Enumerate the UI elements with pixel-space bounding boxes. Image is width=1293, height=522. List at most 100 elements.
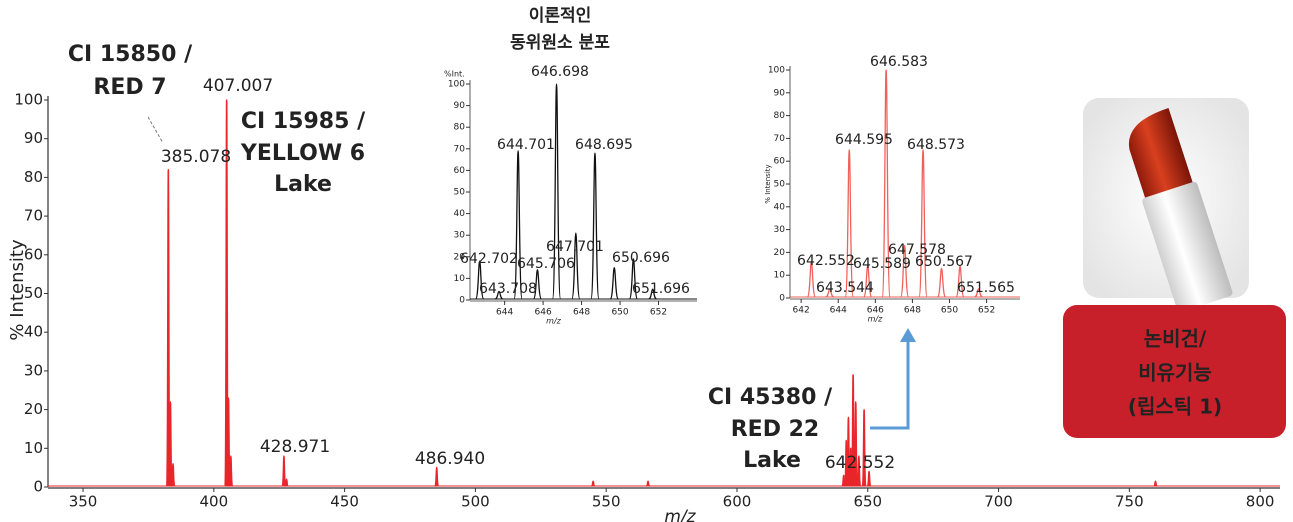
y-tick-label: 20 — [774, 248, 786, 258]
x-tick-label: 750 — [1115, 493, 1144, 511]
x-tick-label: 644 — [496, 308, 513, 318]
peak — [571, 232, 581, 300]
y-tick-label: 60 — [24, 245, 43, 263]
y-tick-label: 40 — [24, 323, 43, 341]
x-tick-label: 500 — [461, 493, 490, 511]
peak — [590, 152, 600, 300]
y-tick-label: 30 — [24, 361, 43, 379]
x-tick-label: 650 — [853, 493, 882, 511]
x-tick-label: 652 — [650, 308, 667, 318]
peak — [434, 466, 440, 487]
x-tick-label: 642 — [793, 306, 810, 316]
peak — [899, 244, 910, 298]
peak-label: 642.552 — [825, 453, 895, 473]
compound-label: Lake — [743, 448, 801, 473]
x-tick-label: 550 — [592, 493, 621, 511]
peak-label: 651.565 — [957, 280, 1015, 296]
leader-line — [147, 116, 164, 144]
badge-text: 비유기능 — [1138, 361, 1212, 385]
peak-label: 407.007 — [203, 76, 273, 96]
y-tick-label: 80 — [24, 168, 43, 186]
peak-label: 648.573 — [907, 137, 965, 153]
y-tick-label: 50 — [774, 180, 786, 190]
x-tick-label: 650 — [611, 308, 628, 318]
y-tick-label: 100 — [448, 80, 465, 90]
badge-text: (립스틱 1) — [1128, 395, 1222, 419]
x-tick-label: 652 — [978, 306, 995, 316]
y-tick-label: 90 — [774, 88, 786, 98]
y-tick-label: 80 — [774, 111, 786, 121]
peak — [226, 397, 231, 487]
x-tick-label: 648 — [904, 306, 921, 316]
peak — [863, 265, 873, 298]
peak-label: 644.595 — [835, 132, 893, 148]
peak — [646, 480, 651, 487]
peak — [551, 83, 562, 300]
peak — [974, 288, 983, 298]
y-tick-label: 50 — [24, 284, 43, 302]
y-tick-label: 40 — [454, 209, 466, 219]
y-tick-label: 10 — [24, 439, 43, 457]
peak — [846, 416, 851, 487]
peak — [224, 99, 229, 487]
compound-label: CI 15850 / — [68, 42, 193, 67]
x-tick-label: 648 — [573, 308, 590, 318]
compound-label: YELLOW 6 — [240, 141, 365, 166]
peak-label: 642.552 — [797, 253, 855, 269]
y-tick-label: 70 — [24, 207, 43, 225]
peak — [856, 455, 862, 487]
y-tick-label: 20 — [24, 400, 43, 418]
peak — [866, 470, 872, 487]
y-tick-label: 40 — [774, 202, 786, 212]
y-tick-label: 50 — [454, 188, 466, 198]
x-tick-label: 600 — [723, 493, 752, 511]
x-tick-label: 646 — [867, 306, 884, 316]
peak-label: 428.971 — [260, 437, 330, 457]
x-tick-label: 700 — [984, 493, 1013, 511]
peak — [861, 408, 867, 487]
y-tick-label: 0 — [779, 294, 785, 304]
y-axis-label: %Int. — [444, 70, 465, 79]
x-axis-label: m/z — [868, 315, 883, 324]
lipstick-photo — [1083, 98, 1249, 312]
y-tick-label: 30 — [774, 225, 786, 235]
peak — [165, 168, 171, 487]
compound-label: RED 7 — [93, 75, 166, 100]
peak — [853, 401, 859, 487]
y-tick-label: 90 — [24, 129, 43, 147]
peak — [1153, 480, 1158, 487]
inset-title: 동위원소 분포 — [510, 33, 610, 53]
peak-label: 650.696 — [612, 250, 670, 266]
peak — [228, 455, 234, 487]
peak — [628, 258, 639, 300]
peak — [494, 290, 504, 300]
y-tick-label: 80 — [454, 123, 466, 133]
y-tick-label: 60 — [454, 166, 466, 176]
x-tick-label: 646 — [535, 308, 552, 318]
peak — [881, 69, 891, 298]
peak-label: 650.567 — [915, 254, 973, 270]
compound-label: Lake — [274, 172, 332, 197]
x-axis-label: m/z — [546, 317, 561, 326]
peak — [825, 288, 834, 298]
peak — [284, 478, 289, 487]
peak-label: 645.706 — [517, 256, 575, 272]
peak-label: 486.940 — [415, 449, 485, 469]
peak-label: 648.695 — [575, 137, 633, 153]
peak — [648, 288, 657, 300]
peak — [475, 260, 485, 300]
y-tick-label: 0 — [459, 296, 465, 306]
x-axis-label: m/z — [664, 507, 696, 522]
peak-label: 643.708 — [479, 281, 537, 297]
y-tick-label: 0 — [33, 478, 43, 496]
badge-text: 논비건/ — [1144, 327, 1207, 351]
peak — [850, 374, 856, 487]
peak-label: 646.698 — [531, 64, 589, 80]
peak-label: 651.696 — [632, 281, 690, 297]
peak — [168, 401, 173, 487]
x-tick-label: 350 — [69, 493, 98, 511]
y-tick-label: 10 — [454, 274, 466, 284]
peak-label: 642.702 — [460, 251, 518, 267]
peak — [609, 266, 619, 300]
